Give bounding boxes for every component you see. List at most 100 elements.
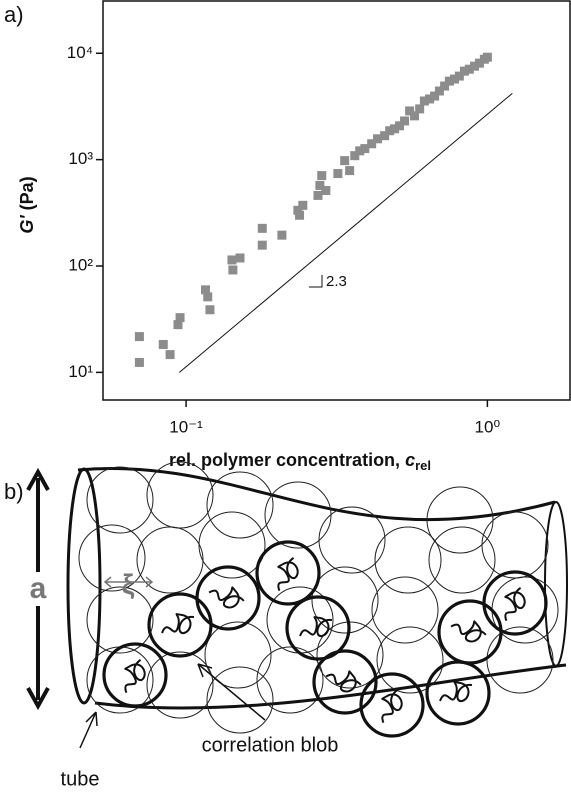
y-tick-label: 10⁴ (67, 43, 93, 62)
chain (277, 557, 299, 592)
x-axis-label: rel. polymer concentration, crel (169, 450, 431, 474)
blob (136, 526, 204, 594)
data-point (459, 66, 469, 76)
blob (78, 524, 146, 592)
blob (426, 486, 494, 554)
x-tick-label: 10⁻¹ (169, 417, 203, 436)
tube-end (544, 501, 568, 667)
correlation-blob (285, 595, 351, 661)
blob (376, 626, 444, 694)
correlation-blob (195, 565, 261, 631)
data-point (317, 171, 327, 181)
chain (208, 586, 245, 609)
data-point (419, 96, 429, 106)
data-point (482, 52, 492, 62)
correlation-blob (482, 570, 548, 636)
data-point (367, 139, 377, 149)
label-bg (24, 572, 52, 606)
correlation-blob (359, 672, 425, 738)
data-point (405, 106, 415, 116)
arrow-head (26, 467, 50, 711)
data-point (295, 210, 305, 220)
data-point (257, 223, 267, 233)
blob (206, 471, 274, 539)
blob (86, 466, 154, 534)
blob-pointer (197, 663, 266, 721)
chain (381, 689, 403, 724)
data-point (158, 339, 168, 349)
data-point (385, 126, 395, 136)
data-point (474, 58, 484, 68)
chain (504, 587, 526, 622)
tube-edge (77, 467, 556, 522)
data-point (257, 240, 267, 250)
data-point (293, 205, 303, 215)
data-point (165, 350, 175, 360)
blob (428, 526, 496, 594)
data-point (134, 357, 144, 367)
chain (439, 681, 473, 703)
data-point (415, 104, 425, 114)
blob (264, 481, 332, 549)
blob (204, 621, 272, 689)
data-point (450, 74, 460, 84)
slope-marker (309, 275, 323, 288)
blob-size-label: ξ (122, 568, 135, 599)
tube-label: tube (61, 768, 100, 790)
blobs (78, 461, 559, 738)
data-point (395, 121, 405, 131)
blob-label: correlation blob (202, 734, 339, 756)
data-point (315, 180, 325, 190)
data-point (333, 169, 343, 179)
blob (146, 461, 214, 529)
data-point (298, 200, 308, 210)
correlation-blob (255, 540, 321, 606)
data-point (464, 64, 474, 74)
panel-label: a) (4, 2, 24, 27)
y-tick-label: 10² (68, 255, 93, 274)
blob (318, 506, 386, 574)
chain (124, 659, 146, 694)
data-point (454, 71, 464, 81)
plot-frame (102, 0, 571, 401)
data-point (380, 131, 390, 141)
blob (256, 646, 324, 714)
data-point (235, 253, 245, 263)
blob (374, 526, 442, 594)
data-point (410, 111, 420, 121)
data-point (355, 146, 365, 156)
blob (206, 666, 274, 734)
y-label-symbol: G' (17, 215, 37, 234)
data-point (321, 185, 331, 195)
data-point (425, 94, 435, 104)
tube-size-label: a (30, 572, 47, 605)
data-point (313, 190, 323, 200)
blob-size-arrow (103, 576, 154, 588)
blob (198, 511, 266, 579)
data-point (430, 91, 440, 101)
data-point (203, 292, 213, 302)
chain (299, 616, 333, 638)
blob (146, 651, 214, 719)
blob (371, 576, 439, 644)
y-axis-label: G' (Pa) (17, 176, 37, 233)
data-point (201, 285, 211, 295)
tube-edge (94, 663, 567, 710)
correlation-blob (102, 642, 168, 708)
slope-label: 2.3 (326, 273, 347, 290)
tube-pointer (79, 711, 98, 749)
tube-end (66, 467, 102, 705)
data-point (134, 332, 144, 342)
data-point (440, 81, 450, 91)
data-point (205, 305, 215, 315)
correlation-blob (312, 649, 378, 715)
plot: 10¹ 10² 10³ 10⁴ 10⁻¹ 10⁰ 2.3 (67, 0, 571, 436)
x-label-text: rel. polymer concentration, (169, 450, 405, 470)
blob (486, 626, 554, 694)
data-point (400, 116, 410, 126)
data-point (434, 86, 444, 96)
data-point (350, 151, 360, 161)
panel-label: b) (4, 479, 24, 504)
chain (450, 620, 487, 643)
